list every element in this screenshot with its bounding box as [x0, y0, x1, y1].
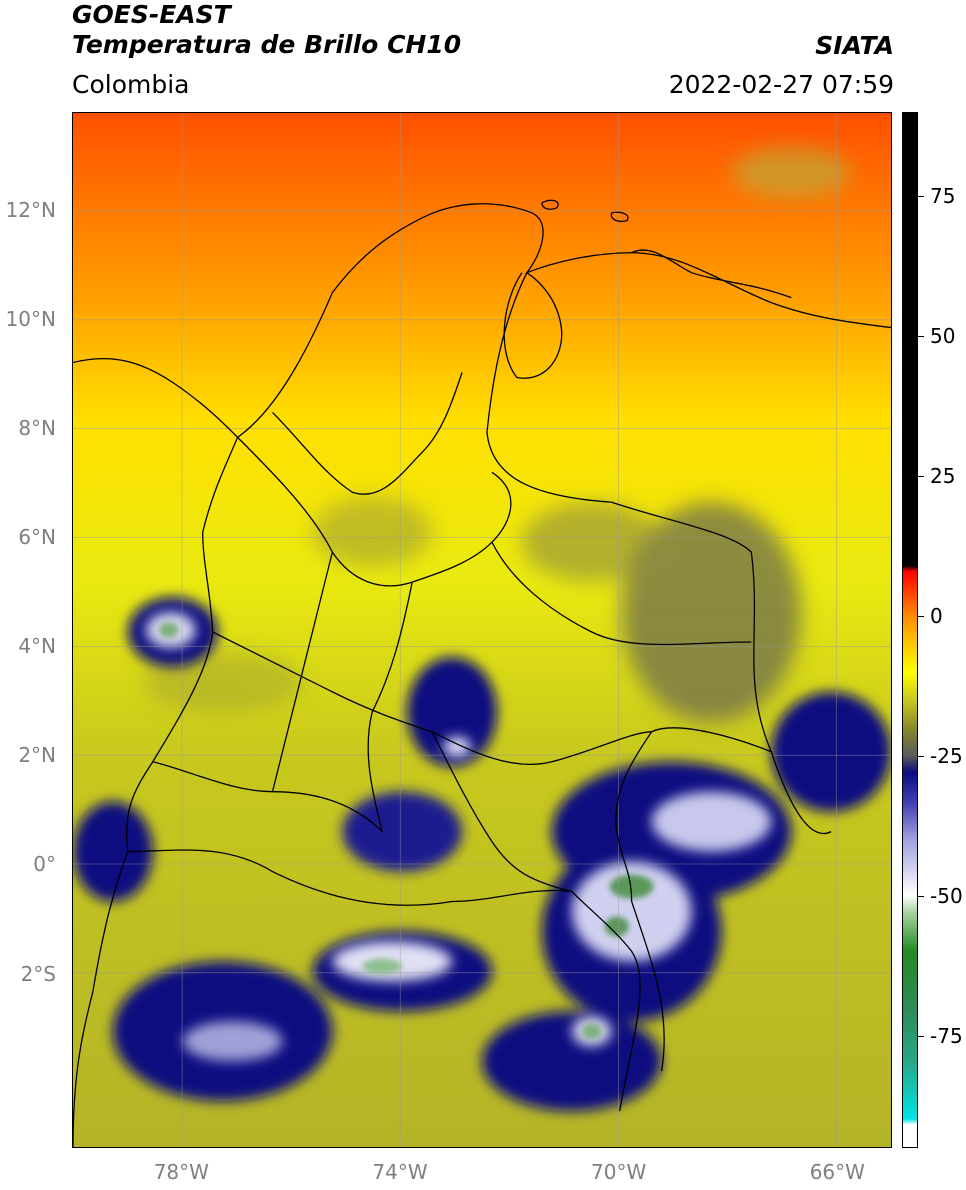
region-label: Colombia [72, 70, 190, 99]
latitude-tick-label: 12°N [5, 198, 56, 223]
latitude-tick-label: 2°N [18, 743, 56, 768]
latitude-tick-label: 4°N [18, 634, 56, 659]
longitude-tick-label: 74°W [372, 1160, 428, 1184]
colorbar-tick-label: -75 [930, 1024, 963, 1048]
border-venezuela [486, 272, 832, 834]
colorbar [902, 112, 918, 1148]
longitude-tick-label: 70°W [591, 1160, 647, 1184]
maracaibo-lake [503, 272, 563, 379]
departments-2 [272, 372, 463, 495]
colorbar-tick [918, 616, 924, 617]
departments-8 [152, 761, 383, 833]
departments-7 [431, 731, 572, 893]
latitude-tick-label: 2°S [20, 961, 56, 986]
longitude-tick-label: 78°W [153, 1160, 209, 1184]
latitude-tick-label: 10°N [5, 307, 56, 332]
graticule [73, 113, 891, 1147]
departments-1 [237, 436, 512, 587]
colorbar-tick [918, 1036, 924, 1037]
colorbar-tick [918, 336, 924, 337]
departments-4 [271, 551, 333, 792]
colorbar-fill [903, 113, 917, 1147]
venezuela-coast-east [631, 249, 792, 299]
latitude-tick-label: 6°N [18, 525, 56, 550]
colorbar-tick-label: 0 [930, 604, 943, 628]
colorbar-tick-label: 50 [930, 324, 956, 348]
timestamp-label: 2022-02-27 07:59 [668, 70, 894, 99]
caribbean-coast [73, 203, 891, 439]
product-name: Temperatura de Brillo CH10 [72, 30, 462, 59]
departments-5 [367, 581, 413, 832]
organization-label: SIATA [815, 31, 894, 60]
coastlines-and-borders [73, 199, 891, 1147]
satellite-name: GOES-EAST [72, 0, 231, 29]
figure-title: GOES-EAST Temperatura de Brillo CH10 [72, 0, 461, 60]
colorbar-tick [918, 756, 924, 757]
coldest-cloud-tops [158, 622, 654, 1040]
longitude-tick-label: 66°W [809, 1160, 865, 1184]
departments-6 [491, 541, 752, 646]
border-brazil [615, 727, 772, 1072]
colorbar-tick [918, 196, 924, 197]
border-ecuador-peru [127, 849, 641, 1112]
island-1 [541, 199, 559, 210]
colorbar-tick [918, 476, 924, 477]
colorbar-tick-label: -50 [930, 884, 963, 908]
pacific-coast [73, 437, 239, 1147]
latitude-tick-label: 0° [33, 852, 56, 877]
colorbar-tick-label: -25 [930, 744, 963, 768]
island-2 [610, 211, 629, 222]
brightness-temperature-map [72, 112, 892, 1148]
warm-gray-regions [142, 147, 852, 722]
latitude-tick-label: 8°N [18, 416, 56, 441]
colorbar-tick-label: 75 [930, 184, 956, 208]
colorbar-tick [918, 896, 924, 897]
colorbar-tick-label: 25 [930, 464, 956, 488]
